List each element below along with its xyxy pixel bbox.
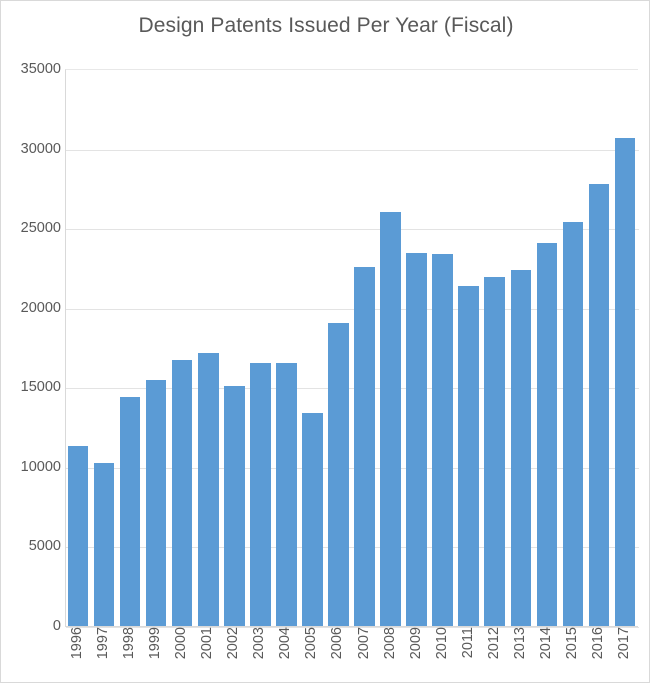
bar[interactable] <box>614 138 636 626</box>
bar-series <box>65 69 638 626</box>
gridline <box>66 627 639 628</box>
bar-slot <box>273 69 299 626</box>
bar-slot <box>404 69 430 626</box>
x-axis-tick-label: 1998 <box>121 627 138 660</box>
gridline <box>66 149 639 151</box>
y-axis-tick-label: 10000 <box>20 458 61 475</box>
bar[interactable] <box>250 363 271 626</box>
bar[interactable] <box>458 286 479 626</box>
x-axis-labels: 1996 1997 1998 1999 2000 2001 2002 2003 2004 2005… <box>65 627 638 684</box>
bar-slot <box>195 69 221 626</box>
bar-slot <box>534 69 560 626</box>
gridline <box>66 308 639 310</box>
x-axis-tick-label: 1999 <box>147 627 164 660</box>
bar[interactable] <box>354 267 375 626</box>
x-axis-tick-label: 2000 <box>173 627 190 660</box>
x-axis-tick-label: 1997 <box>95 627 112 660</box>
bar-slot <box>169 69 195 626</box>
bar-slot <box>143 69 169 626</box>
bar[interactable] <box>484 276 506 626</box>
bar-slot <box>508 69 534 626</box>
x-axis-tick-label: 2003 <box>251 627 268 660</box>
x-axis-tick-label: 2007 <box>355 627 372 660</box>
x-axis-tick-label: 2009 <box>407 627 424 660</box>
bar-slot <box>221 69 247 626</box>
bar[interactable] <box>119 396 141 626</box>
x-axis-tick-label: 2013 <box>511 627 528 660</box>
bar[interactable] <box>536 243 558 626</box>
x-axis-tick-label: 2002 <box>225 627 242 660</box>
bar[interactable] <box>224 385 245 626</box>
chart-title: Design Patents Issued Per Year (Fiscal) <box>138 14 514 37</box>
gridline <box>66 467 639 469</box>
bar-slot <box>560 69 586 626</box>
y-axis-tick-label: 20000 <box>20 299 61 316</box>
bar-slot <box>430 69 456 626</box>
x-axis-tick-label: 2001 <box>199 627 216 660</box>
bar-slot <box>482 69 508 626</box>
y-axis-labels: 0 5000 10000 15000 20000 25000 30000 35000 <box>1 1 61 684</box>
x-axis-tick-label: 2011 <box>459 627 476 659</box>
x-axis-tick-label: 2017 <box>615 627 632 660</box>
bar[interactable] <box>562 221 584 626</box>
bar[interactable] <box>510 269 532 626</box>
x-axis-tick-label: 2012 <box>485 627 502 660</box>
bar-slot <box>612 69 638 626</box>
bar[interactable] <box>432 253 453 626</box>
x-axis-tick-label: 2004 <box>277 627 294 660</box>
x-axis-tick-label: 2008 <box>381 627 398 660</box>
bar[interactable] <box>67 446 89 626</box>
bar-slot <box>247 69 273 626</box>
bar-slot <box>117 69 143 626</box>
y-axis-tick-label: 25000 <box>20 220 61 237</box>
y-axis-tick-label: 35000 <box>20 61 61 77</box>
gridline <box>66 547 639 549</box>
bar[interactable] <box>302 412 323 626</box>
y-axis-tick-label: 15000 <box>20 379 61 396</box>
bar-slot <box>456 69 482 626</box>
x-axis-tick-label: 2006 <box>329 627 346 660</box>
bar[interactable] <box>328 322 349 626</box>
bar[interactable] <box>93 462 115 626</box>
bar[interactable] <box>145 380 167 626</box>
bar[interactable] <box>380 212 401 626</box>
gridline <box>66 229 639 231</box>
bar[interactable] <box>588 183 610 626</box>
bar-slot <box>378 69 404 626</box>
gridline <box>66 388 639 390</box>
y-axis-tick-label: 30000 <box>20 140 61 157</box>
x-axis-tick-label: 2016 <box>589 627 606 660</box>
x-axis-tick-label: 2015 <box>563 627 580 660</box>
x-axis-tick-label: 1996 <box>69 627 86 660</box>
x-axis-tick-label: 2014 <box>537 627 554 660</box>
bar-slot <box>325 69 351 626</box>
bar-slot <box>352 69 378 626</box>
bar[interactable] <box>171 360 193 626</box>
bar[interactable] <box>197 353 219 626</box>
y-axis-tick-label: 5000 <box>28 538 61 555</box>
bar-slot <box>65 69 91 626</box>
x-axis-line <box>65 626 638 627</box>
y-axis-tick-label: 0 <box>52 618 61 634</box>
bar-slot <box>586 69 612 626</box>
bar[interactable] <box>406 252 427 626</box>
bar-slot <box>299 69 325 626</box>
x-axis-tick-label: 2005 <box>303 627 320 660</box>
bar[interactable] <box>276 363 297 626</box>
bar-slot <box>91 69 117 626</box>
x-axis-tick-label: 2010 <box>433 627 450 660</box>
